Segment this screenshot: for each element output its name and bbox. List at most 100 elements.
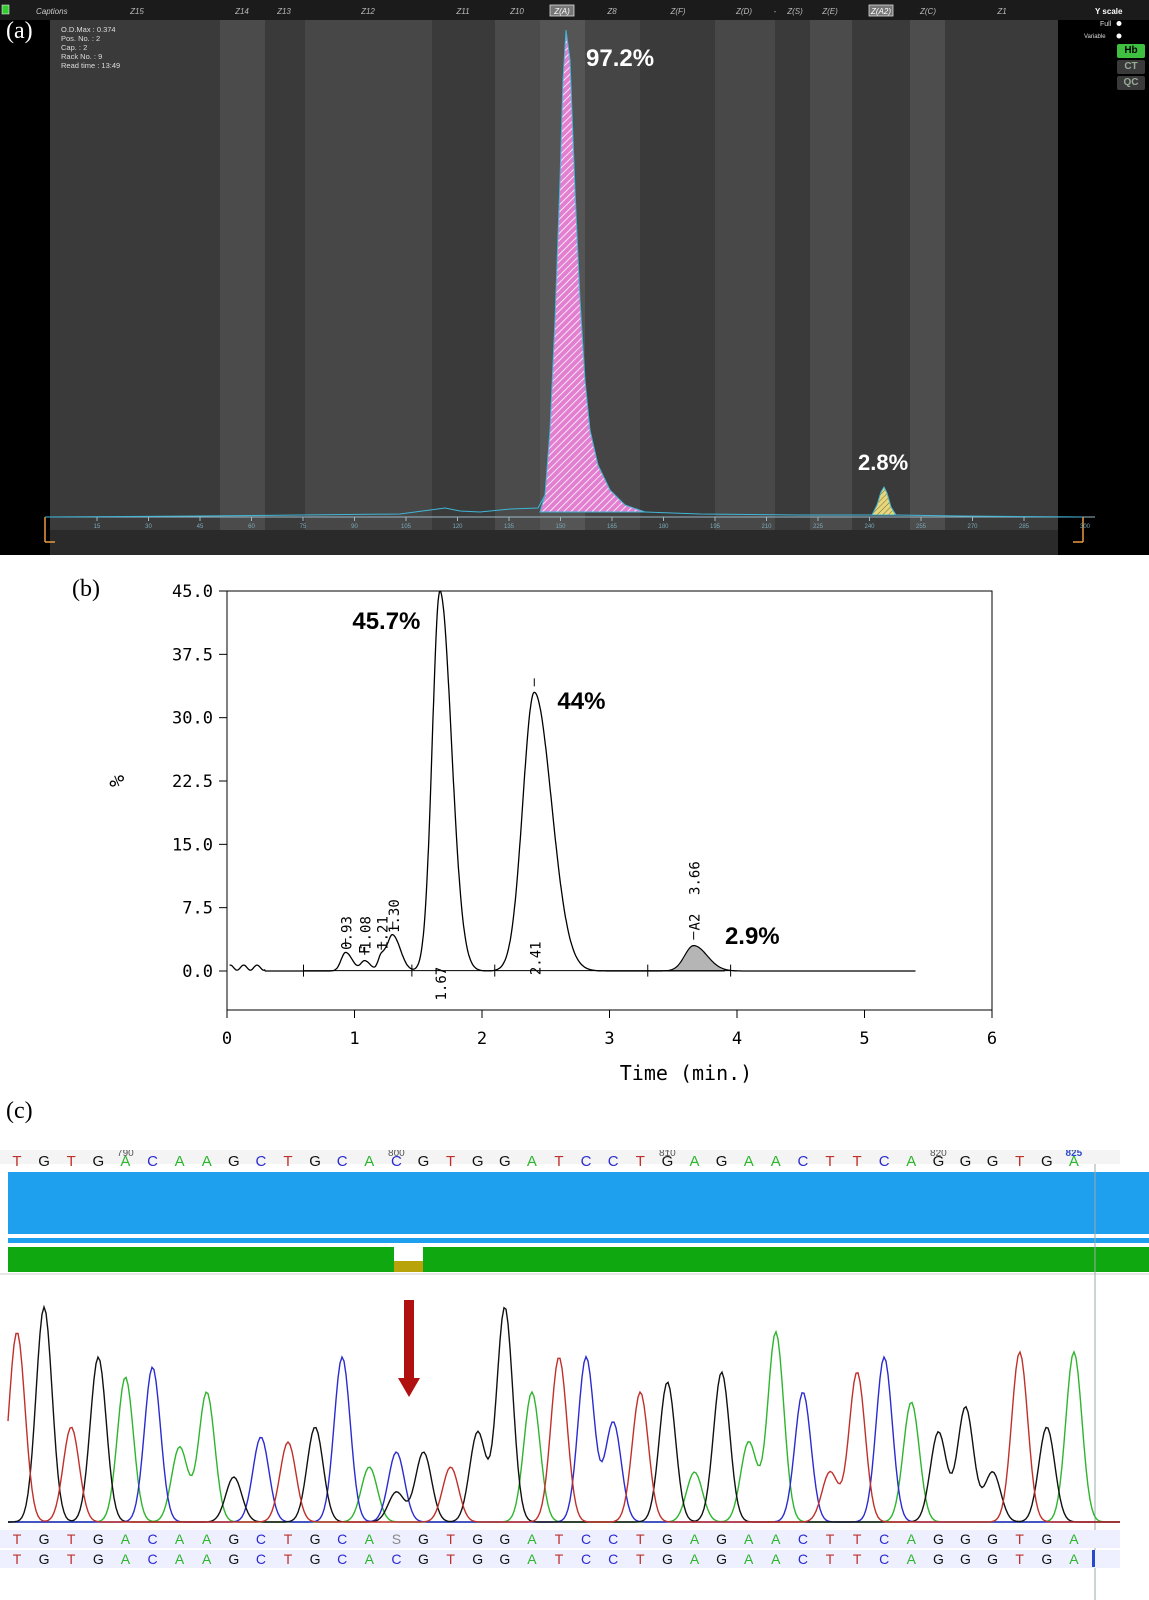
consensus-base: A (365, 1551, 375, 1567)
consensus-base: G (960, 1551, 971, 1567)
qc-button[interactable]: QC (1117, 76, 1145, 90)
y-scale-variable-label: Variable (1084, 34, 1106, 40)
reference-base: G (716, 1153, 728, 1170)
sample-base: T (826, 1531, 835, 1547)
reference-base: C (337, 1153, 348, 1170)
zone-box (868, 4, 894, 17)
zone-band (432, 20, 495, 530)
reference-base: G (933, 1153, 945, 1170)
x-tick-label: 180 (658, 524, 669, 530)
x-tick-label: 15 (94, 524, 101, 530)
reference-base: G (960, 1153, 972, 1170)
sample-base: C (608, 1531, 618, 1547)
reference-mark: ^ (665, 1150, 670, 1157)
reference-base: T (1015, 1153, 1024, 1170)
reference-base: C (391, 1153, 402, 1170)
y-tick-label: 0.0 (182, 962, 213, 982)
consensus-base: G (228, 1551, 239, 1567)
peak-rt-label: 1.30 (387, 899, 403, 933)
sample-base: G (499, 1531, 510, 1547)
consensus-base: A (690, 1551, 700, 1567)
sample-base: G (960, 1531, 971, 1547)
radio-variable-icon[interactable] (1116, 33, 1122, 39)
consensus-base: T (13, 1551, 22, 1567)
x-axis-title: Time (min.) (620, 1061, 752, 1085)
zone-band (775, 20, 810, 530)
sample-base: G (933, 1531, 944, 1547)
sample-base: G (228, 1531, 239, 1547)
left-black-margin (0, 0, 50, 555)
sample-base: A (202, 1531, 212, 1547)
sample-base: T (284, 1531, 293, 1547)
peak-percent-hbs: 45.7% (352, 608, 420, 635)
zone-label: Z(A2) (870, 7, 891, 16)
info-line: Rack No. : 9 (61, 52, 102, 61)
ruler-position: 825 (1066, 1150, 1083, 1159)
reference-mark: ^ (123, 1150, 128, 1157)
consensus-base: A (527, 1551, 537, 1567)
reference-mark: ^ (1072, 1150, 1077, 1157)
x-tick-label: 225 (813, 524, 824, 530)
consensus-base: A (771, 1551, 781, 1567)
y-tick-label: 37.5 (172, 645, 213, 665)
hplc-chromatogram-panel: 0.0 7.5 15.0 22.5 30.0 37.5 45.0 0 1 2 3 4 5 6 Time (m… (0, 580, 1149, 1110)
zone-band (585, 20, 640, 530)
sample-base: A (744, 1531, 754, 1547)
reference-base: C (879, 1153, 890, 1170)
sample-base: T (853, 1531, 862, 1547)
sample-base: A (527, 1531, 537, 1547)
electropherogram-panel: Captions Z15 Z14 Z13 Z12 Z11 Z10 Z(A) Z8 Z(F) Z(D)… (0, 0, 1149, 555)
mutation-arrow-shaft (404, 1300, 414, 1380)
chromatogram-trace (229, 590, 916, 972)
zone-label: Z8 (606, 7, 617, 16)
reference-base: A (689, 1153, 699, 1170)
a2-peak-shade (662, 945, 725, 972)
peak-percent-second: 44% (557, 688, 605, 715)
consensus-base: T (284, 1551, 293, 1567)
minor-peak (871, 485, 897, 516)
x-tick-label: 45 (197, 524, 204, 530)
peak-rt-label: 0.93 (340, 916, 356, 950)
hb-button[interactable]: Hb (1117, 44, 1145, 58)
ct-button[interactable]: CT (1117, 60, 1145, 74)
reference-base: T (12, 1153, 21, 1170)
reference-base: A (120, 1153, 130, 1170)
consensus-base: G (933, 1551, 944, 1567)
sample-base: A (175, 1531, 185, 1547)
quality-bar-blue (8, 1172, 1149, 1234)
consensus-base: G (716, 1551, 727, 1567)
zone-label: Z15 (129, 7, 144, 16)
minor-peak-percent: 2.8% (858, 450, 908, 475)
x-tick-label: 270 (967, 524, 978, 530)
sample-base: T (446, 1531, 455, 1547)
y-tick-label: 22.5 (172, 772, 213, 792)
info-line: Pos. No. : 2 (61, 34, 100, 43)
info-line: Cap. : 2 (61, 43, 87, 52)
reference-base: G (987, 1153, 999, 1170)
y-scale-title: Y scale (1095, 7, 1123, 16)
x-tick-label: 285 (1019, 524, 1030, 530)
zone-label: Z10 (509, 7, 524, 16)
sample-base: T (67, 1531, 76, 1547)
reference-base: G (1041, 1153, 1053, 1170)
main-peak-percent: 97.2% (586, 45, 654, 72)
y-tick-label: 30.0 (172, 709, 213, 729)
peak-percent-a2: 2.9% (725, 923, 780, 950)
sample-base: A (365, 1531, 375, 1547)
reference-mark: ^ (394, 1150, 399, 1157)
sample-base: T (1015, 1531, 1024, 1547)
reference-base: A (1069, 1153, 1079, 1170)
x-tick-label: 195 (710, 524, 721, 530)
reference-base: G (228, 1153, 240, 1170)
ruler-position: 810 (659, 1150, 676, 1159)
reference-base: G (472, 1153, 484, 1170)
reference-base: C (797, 1153, 808, 1170)
sample-base: G (418, 1531, 429, 1547)
reference-base: A (906, 1153, 916, 1170)
zone-label: Z(A) (553, 7, 570, 16)
sample-base: C (581, 1531, 591, 1547)
consensus-base: C (798, 1551, 808, 1567)
radio-full-icon[interactable] (1116, 21, 1122, 26)
consensus-base: C (256, 1551, 266, 1567)
reference-mark: ^ (936, 1150, 941, 1157)
